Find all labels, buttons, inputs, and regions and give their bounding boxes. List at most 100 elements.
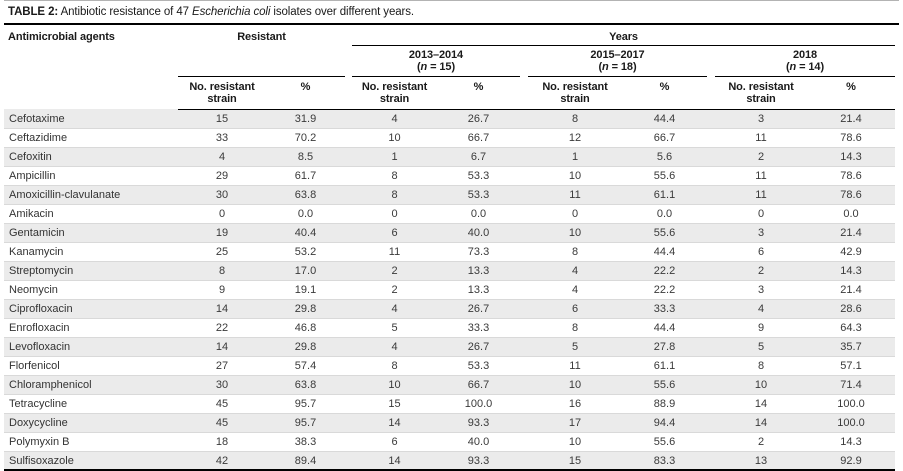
sample-size: (n = 15) (416, 61, 456, 73)
column-gap (520, 412, 528, 432)
value-cell: 0 (178, 203, 266, 223)
value-cell: 10 (528, 165, 622, 185)
value-cell: 100.0 (807, 393, 895, 413)
year-range: 2015–2017 (590, 48, 645, 61)
value-cell: 18 (178, 431, 266, 451)
value-cell: 2 (715, 260, 807, 280)
table-row: Streptomycin 8 17.0 2 13.3 4 22.2 2 14.3 (4, 260, 895, 280)
value-cell: 25 (178, 241, 266, 261)
value-cell: 5 (528, 336, 622, 356)
value-cell: 71.4 (807, 374, 895, 394)
value-cell: 8 (352, 184, 437, 204)
value-cell: 55.6 (622, 431, 707, 451)
value-cell: 30 (178, 184, 266, 204)
column-gap (345, 336, 352, 356)
value-cell: 53.2 (266, 241, 345, 261)
table-row: Florfenicol 27 57.4 8 53.3 11 61.1 8 57.… (4, 355, 895, 375)
column-gap (345, 412, 352, 432)
value-cell: 6 (528, 298, 622, 318)
value-cell: 66.7 (437, 127, 520, 147)
column-gap (520, 298, 528, 318)
table-row: Cefoxitin 4 8.5 1 6.7 1 5.6 2 14.3 (4, 146, 895, 166)
value-cell: 10 (715, 374, 807, 394)
value-cell: 88.9 (622, 393, 707, 413)
value-cell: 2 (715, 431, 807, 451)
column-gap (345, 317, 352, 337)
value-cell: 45 (178, 393, 266, 413)
value-cell: 29.8 (266, 298, 345, 318)
value-cell: 0 (715, 203, 807, 223)
value-cell: 11 (352, 241, 437, 261)
value-cell: 0.0 (266, 203, 345, 223)
value-cell: 92.9 (807, 450, 895, 470)
value-cell: 66.7 (622, 127, 707, 147)
value-cell: 8 (715, 355, 807, 375)
column-gap (707, 241, 715, 261)
table-row: Enrofloxacin 22 46.8 5 33.3 8 44.4 9 64.… (4, 317, 895, 337)
column-gap (520, 241, 528, 261)
value-cell: 8.5 (266, 146, 345, 166)
value-cell: 33 (178, 127, 266, 147)
column-gap (520, 374, 528, 394)
value-cell: 64.3 (807, 317, 895, 337)
value-cell: 42.9 (807, 241, 895, 261)
value-cell: 27 (178, 355, 266, 375)
column-gap (707, 393, 715, 413)
agent-cell: Florfenicol (4, 355, 178, 375)
value-cell: 10 (352, 374, 437, 394)
agent-cell: Kanamycin (4, 241, 178, 261)
column-gap (520, 393, 528, 413)
table-caption-species: Escherichia coli (192, 6, 271, 18)
value-cell: 0.0 (622, 203, 707, 223)
value-cell: 6.7 (437, 146, 520, 166)
column-gap (707, 317, 715, 337)
value-cell: 6 (352, 222, 437, 242)
column-gap (345, 146, 352, 166)
value-cell: 66.7 (437, 374, 520, 394)
column-gap (707, 355, 715, 375)
value-cell: 11 (715, 184, 807, 204)
column-gap (707, 45, 715, 110)
table-row: Cefotaxime 15 31.9 4 26.7 8 44.4 3 21.4 (4, 109, 895, 128)
column-gap (345, 279, 352, 299)
paper-table-figure: TABLE 2: Antibiotic resistance of 47 Esc… (4, 0, 899, 471)
value-cell: 15 (215, 113, 229, 125)
value-cell: 61.1 (622, 355, 707, 375)
value-cell: 2 (352, 260, 437, 280)
column-gap (520, 431, 528, 451)
agent-cell: Ceftazidime (4, 127, 178, 147)
value-cell: 13.3 (437, 260, 520, 280)
value-cell: 17 (528, 412, 622, 432)
value-cell: 8 (571, 113, 579, 125)
column-gap (520, 203, 528, 223)
value-cell: 5.6 (622, 146, 707, 166)
value-cell: 13 (715, 450, 807, 470)
value-cell: 70.2 (266, 127, 345, 147)
sample-size: (n = 18) (598, 61, 637, 73)
column-gap (707, 222, 715, 242)
value-cell: 0.0 (437, 203, 520, 223)
value-cell: 46.8 (266, 317, 345, 337)
agent-cell: Tetracycline (4, 393, 178, 413)
value-cell: 55.6 (622, 222, 707, 242)
column-gap (345, 241, 352, 261)
value-cell: 4 (352, 298, 437, 318)
value-cell: 4 (715, 298, 807, 318)
value-cell: 10 (528, 374, 622, 394)
value-cell: 14 (352, 412, 437, 432)
column-gap (707, 165, 715, 185)
value-cell: 14.3 (807, 260, 895, 280)
column-gap (520, 450, 528, 470)
column-gap (345, 260, 352, 280)
value-cell: 11 (715, 165, 807, 185)
value-cell: 30 (178, 374, 266, 394)
value-cell: 78.6 (807, 127, 895, 147)
value-cell: 14 (715, 393, 807, 413)
value-cell: 14 (715, 412, 807, 432)
value-cell: 26.7 (437, 298, 520, 318)
value-cell: 55.6 (622, 165, 707, 185)
table-row: Amikacin 0 0.0 0 0.0 0 0.0 0 0.0 (4, 203, 895, 223)
value-cell: 44.4 (622, 317, 707, 337)
value-cell: 53.3 (437, 355, 520, 375)
value-cell: 42 (178, 450, 266, 470)
